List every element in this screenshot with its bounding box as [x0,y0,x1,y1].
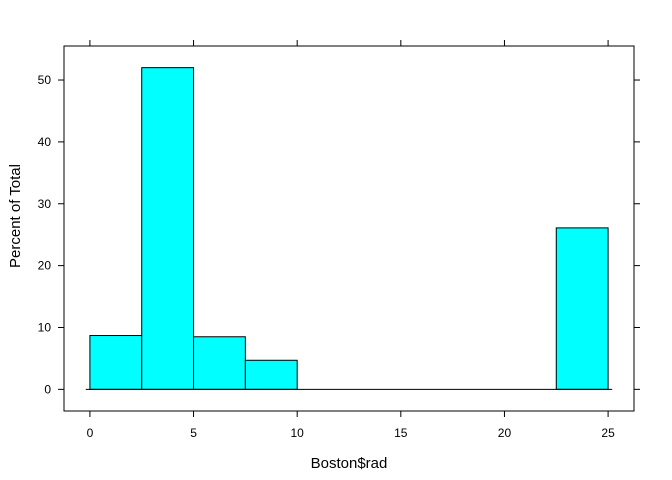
y-axis-title: Percent of Total [7,164,24,268]
y-tick-label-20: 20 [38,259,52,273]
plot-frame [63,45,635,412]
x-tick-label-10: 10 [291,426,305,440]
bars-group [89,67,609,390]
histogram-bar-0 [89,335,143,390]
x-tick-label-15: 15 [394,426,408,440]
y-axis: 0 10 20 30 40 50 [38,73,640,396]
y-tick-label-0: 0 [44,382,51,396]
histogram-bar-1 [141,67,195,390]
y-tick-label-30: 30 [38,197,52,211]
x-axis-title: Boston$rad [311,455,388,472]
x-tick-label-25: 25 [601,426,615,440]
histogram-bar-3 [244,359,298,390]
x-tick-label-0: 0 [87,426,94,440]
histogram-bar-2 [193,336,246,390]
y-tick-label-50: 50 [38,73,52,87]
histogram-bar-9 [555,227,609,390]
y-tick-label-10: 10 [38,320,52,334]
x-tick-label-5: 5 [190,426,197,440]
y-tick-label-40: 40 [38,135,52,149]
x-axis: 0 5 10 15 20 25 [87,40,615,440]
x-tick-label-20: 20 [498,426,512,440]
